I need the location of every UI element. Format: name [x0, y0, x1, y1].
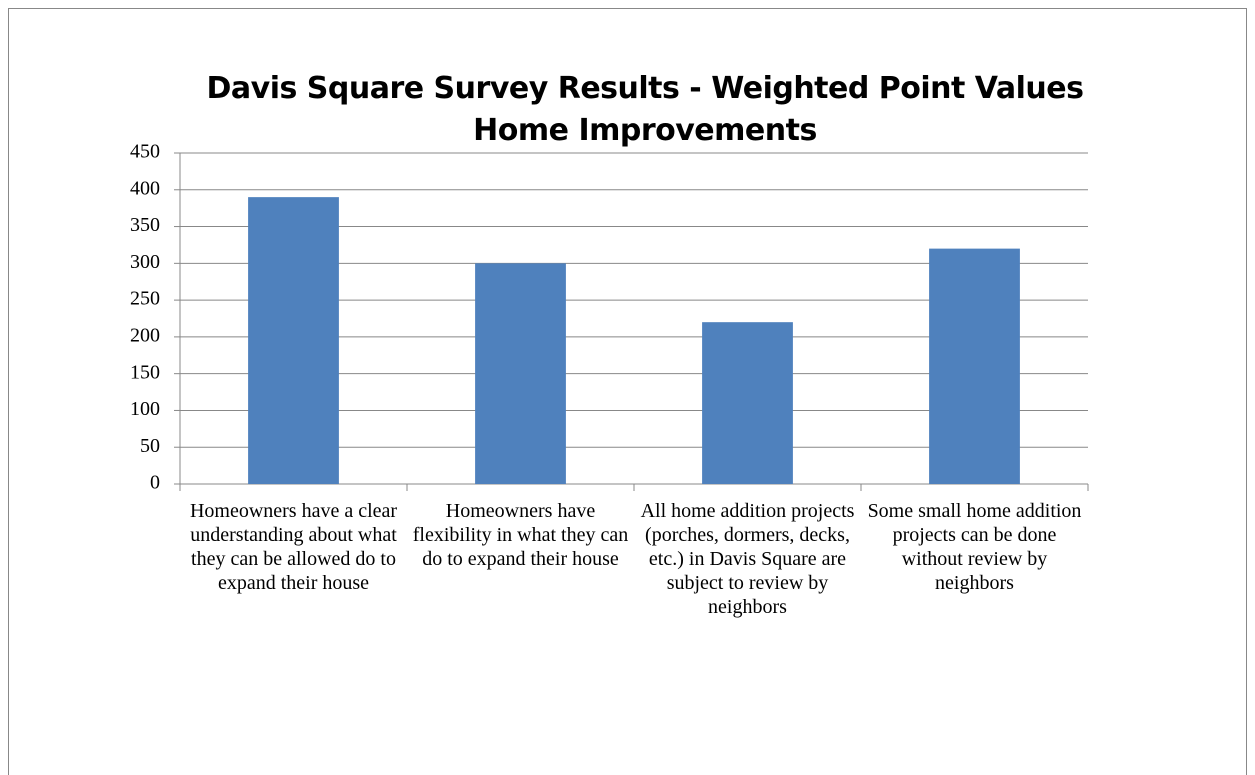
bar — [475, 263, 566, 484]
y-tick-label: 450 — [130, 141, 160, 163]
y-tick-label: 0 — [150, 472, 160, 494]
bar — [248, 197, 339, 484]
x-tick-label: Homeowners have flexibility in what they… — [412, 500, 629, 570]
chart-subtitle: Home Improvements — [473, 113, 817, 148]
y-tick-label: 350 — [130, 214, 160, 236]
y-tick-label: 150 — [130, 361, 160, 383]
bar — [702, 322, 793, 484]
chart-border — [8, 8, 1247, 775]
y-tick-label: 300 — [130, 251, 160, 273]
x-tick-label: Some small home addition projects can be… — [867, 500, 1082, 594]
y-tick-label: 50 — [140, 435, 160, 457]
bar — [929, 248, 1020, 484]
chart-title: Davis Square Survey Results - Weighted P… — [207, 71, 1084, 106]
y-tick-label: 100 — [130, 398, 160, 420]
y-tick-label: 200 — [130, 324, 160, 346]
x-tick-label: All home addition projects (porches, dor… — [640, 500, 855, 618]
y-tick-label: 250 — [130, 288, 160, 310]
x-tick-label: Homeowners have a clear understanding ab… — [189, 500, 398, 594]
y-tick-label: 400 — [130, 177, 160, 199]
